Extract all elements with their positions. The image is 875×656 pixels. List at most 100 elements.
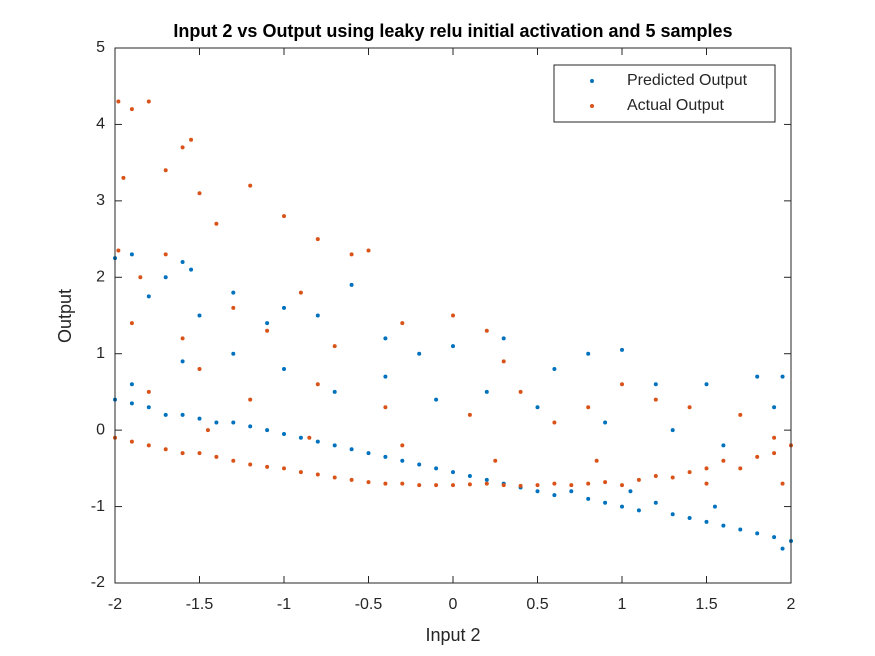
- point: [586, 481, 591, 486]
- y-tick-label: 5: [96, 39, 105, 56]
- point: [231, 305, 236, 310]
- point: [501, 359, 506, 364]
- x-tick-label: 1.5: [695, 596, 717, 613]
- point: [248, 397, 253, 402]
- point: [738, 412, 743, 417]
- point: [349, 252, 354, 257]
- y-tick-label: -1: [91, 498, 105, 515]
- point: [129, 321, 134, 326]
- point: [484, 328, 489, 333]
- point: [704, 519, 709, 524]
- point: [231, 420, 236, 425]
- point: [163, 252, 168, 257]
- point: [138, 275, 143, 280]
- point: [400, 321, 405, 326]
- point: [552, 481, 557, 486]
- point: [248, 424, 253, 429]
- point: [467, 482, 472, 487]
- x-tick-label: -1: [277, 596, 291, 613]
- point: [653, 500, 658, 505]
- y-tick-label: 1: [96, 345, 105, 362]
- point: [780, 546, 785, 551]
- point: [535, 405, 540, 410]
- point: [586, 496, 591, 501]
- point: [163, 168, 168, 173]
- point: [180, 451, 185, 456]
- point: [116, 248, 121, 253]
- point: [366, 451, 371, 456]
- point: [484, 481, 489, 486]
- point: [197, 416, 202, 421]
- point: [197, 191, 202, 196]
- point: [383, 405, 388, 410]
- point: [197, 451, 202, 456]
- point: [248, 462, 253, 467]
- point: [603, 480, 608, 485]
- x-axis-label: Input 2: [425, 625, 480, 645]
- point: [687, 470, 692, 475]
- point: [180, 260, 185, 264]
- point: [383, 481, 388, 486]
- point: [501, 336, 506, 341]
- y-tick-label: 3: [96, 192, 105, 209]
- point: [231, 351, 236, 356]
- point: [180, 359, 185, 364]
- point: [129, 439, 134, 444]
- point: [189, 267, 194, 272]
- legend-marker: [590, 104, 594, 108]
- chart-title: Input 2 vs Output using leaky relu initi…: [173, 21, 732, 41]
- point: [366, 480, 371, 485]
- point: [704, 466, 709, 471]
- point: [451, 483, 455, 488]
- legend-label: Predicted Output: [627, 72, 748, 89]
- point: [282, 214, 286, 219]
- point: [214, 420, 219, 425]
- point: [586, 405, 591, 410]
- point: [349, 282, 354, 287]
- point: [434, 483, 439, 488]
- point: [780, 481, 785, 486]
- point: [282, 466, 286, 471]
- point: [146, 294, 151, 299]
- point: [603, 500, 608, 505]
- point: [307, 435, 312, 440]
- point: [569, 489, 574, 494]
- point: [653, 474, 658, 478]
- point: [772, 405, 777, 410]
- point: [586, 351, 591, 356]
- point: [552, 420, 557, 425]
- point: [535, 483, 540, 488]
- point: [501, 483, 506, 488]
- point: [780, 374, 785, 379]
- point: [451, 470, 455, 475]
- point: [265, 328, 270, 333]
- y-tick-label: 0: [96, 421, 105, 438]
- point: [332, 389, 337, 394]
- point: [214, 454, 219, 459]
- point: [755, 454, 760, 459]
- point: [163, 275, 168, 280]
- point: [400, 443, 405, 448]
- point: [434, 466, 439, 471]
- point: [451, 344, 455, 349]
- point: [620, 504, 624, 509]
- point: [129, 252, 134, 257]
- x-tick-label: -0.5: [355, 596, 383, 613]
- point: [687, 405, 692, 410]
- point: [282, 367, 286, 371]
- point: [197, 367, 202, 371]
- legend-marker: [590, 79, 594, 83]
- point: [189, 137, 194, 142]
- point: [298, 435, 303, 440]
- point: [417, 351, 422, 356]
- y-tick-label: 2: [96, 269, 105, 286]
- x-tick-label: 2: [787, 596, 796, 613]
- point: [383, 336, 388, 341]
- point: [400, 458, 405, 463]
- x-tick-label: 1: [618, 596, 627, 613]
- point: [467, 474, 472, 478]
- point: [721, 458, 726, 463]
- point: [315, 439, 320, 444]
- point: [712, 504, 717, 509]
- point: [636, 508, 641, 513]
